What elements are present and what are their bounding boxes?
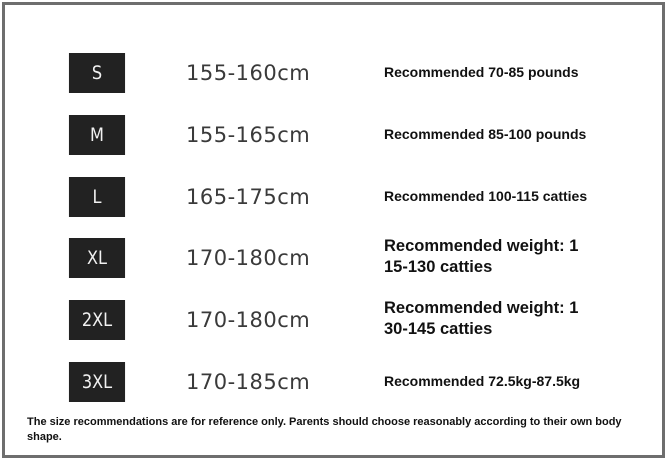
weight-recommendation: Recommended weight: 1 30-145 catties bbox=[384, 299, 579, 338]
weight-recommendation: Recommended 100-115 catties bbox=[384, 188, 588, 204]
size-row-s: S 155-160cm Recommended 70-85 pounds bbox=[0, 53, 665, 95]
weight-recommendation: Recommended 70-85 pounds bbox=[384, 64, 579, 80]
size-row-xl: XL 170-180cm Recommended weight: 1 15-13… bbox=[0, 237, 665, 280]
weight-recommendation: Recommended 72.5kg-87.5kg bbox=[384, 373, 581, 389]
weight-recommendation: Recommended weight: 1 15-130 catties bbox=[384, 237, 579, 276]
height-range: 155-160cm bbox=[186, 61, 311, 85]
size-label: XL bbox=[68, 238, 126, 278]
size-row-l: L 165-175cm Recommended 100-115 catties bbox=[0, 177, 665, 219]
size-row-3xl: 3XL 170-185cm Recommended 72.5kg-87.5kg bbox=[0, 362, 665, 404]
size-label: L bbox=[68, 177, 126, 217]
size-label: S bbox=[68, 53, 126, 93]
size-label: M bbox=[68, 115, 126, 155]
height-range: 165-175cm bbox=[186, 185, 311, 209]
height-range: 170-180cm bbox=[186, 246, 311, 270]
size-row-2xl: 2XL 170-180cm Recommended weight: 1 30-1… bbox=[0, 299, 665, 342]
size-label: 3XL bbox=[68, 362, 126, 402]
height-range: 170-180cm bbox=[186, 308, 311, 332]
size-row-m: M 155-165cm Recommended 85-100 pounds bbox=[0, 115, 665, 157]
weight-recommendation: Recommended 85-100 pounds bbox=[384, 126, 587, 142]
disclaimer-note: The size recommendations are for referen… bbox=[27, 416, 622, 443]
size-label: 2XL bbox=[68, 300, 126, 340]
height-range: 170-185cm bbox=[186, 370, 311, 394]
height-range: 155-165cm bbox=[186, 123, 311, 147]
